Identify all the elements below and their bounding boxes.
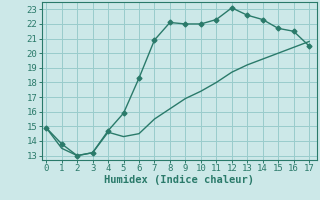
X-axis label: Humidex (Indice chaleur): Humidex (Indice chaleur): [104, 175, 254, 185]
